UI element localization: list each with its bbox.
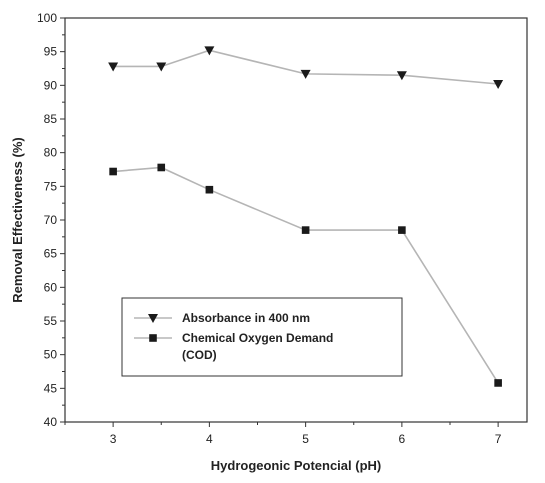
x-tick-label: 7 [495,432,502,446]
data-point [205,185,214,194]
data-point [398,226,406,234]
legend-marker [148,314,158,323]
y-tick-label: 85 [44,112,58,126]
x-tick-label: 6 [399,432,406,446]
y-tick-label: 90 [44,78,58,92]
legend-label: (COD) [182,348,217,362]
legend-box [121,297,403,377]
y-tick-label: 65 [44,247,58,261]
y-tick-label: 60 [44,280,58,294]
y-tick-label: 55 [44,314,58,328]
data-point [157,163,166,172]
data-point [156,62,167,72]
series-line-2 [113,166,499,384]
legend-marker [149,334,157,342]
legend: Absorbance in 400 nm Chemical Oxygen Dema… [121,297,403,377]
x-tick-label: 3 [110,432,117,446]
y-tick-label: 95 [44,45,58,59]
series-line-1 [113,49,499,85]
y-axis-title: Removal Effectiveness (%) [10,137,25,302]
data-point [300,69,311,79]
y-tick-label: 70 [44,213,58,227]
data-point [396,71,407,81]
data-point [108,62,119,72]
y-tick-label: 50 [44,348,58,362]
data-point [204,46,215,56]
data-point [493,79,504,89]
data-point [494,379,502,387]
y-tick-label: 45 [44,381,58,395]
data-point [109,167,117,176]
x-tick-label: 5 [302,432,309,446]
y-tick-label: 100 [37,11,57,25]
data-point [301,226,310,234]
y-tick-label: 80 [44,146,58,160]
legend-label: Absorbance in 400 nm [182,311,310,325]
y-tick-label: 40 [44,415,58,429]
y-tick-label: 75 [44,179,58,193]
x-axis-title: Hydrogeonic Potencial (pH) [211,458,381,473]
x-tick-label: 4 [206,432,213,446]
legend-label: Chemical Oxygen Demand [182,331,333,345]
